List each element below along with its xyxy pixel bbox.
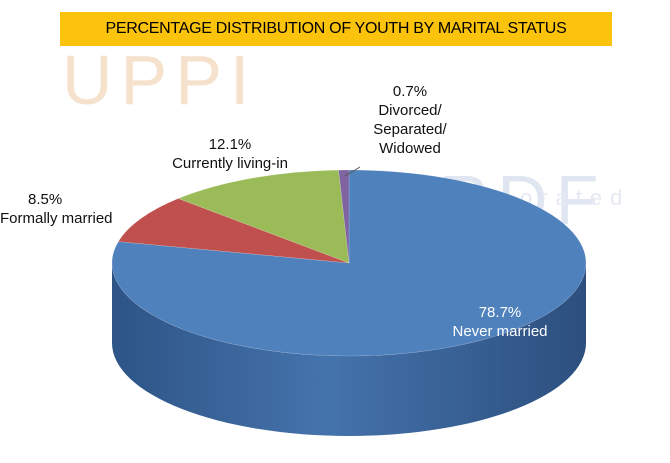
value-label: 12.1% [208, 136, 252, 153]
slice-label: 8.5% Formally married [0, 190, 150, 228]
pie-slice [111, 169, 587, 357]
watermark: UPPI [62, 41, 258, 119]
value-label: 8.5% [28, 191, 63, 208]
category-label: Formally married [0, 210, 113, 227]
pie-slice [177, 169, 350, 264]
value-label: 0.7% [392, 83, 428, 100]
slice-label: 0.7% Divorced/ Separated/ Widowed [362, 82, 458, 158]
category-label: Never married [452, 323, 548, 340]
leader-line [344, 166, 361, 177]
chart-title: PERCENTAGE DISTRIBUTION OF YOUTH BY MARI… [60, 12, 612, 46]
category-label: Divorced/ Separated/ Widowed [373, 102, 447, 157]
pie-side [112, 263, 586, 436]
slice-label: 12.1% Currently living-in [155, 135, 305, 173]
pie-slice [338, 169, 350, 264]
watermark: orated [520, 185, 631, 210]
value-label: 78.7% [478, 304, 522, 321]
category-label: Currently living-in [172, 155, 288, 172]
slice-label: 78.7% Never married [440, 303, 560, 341]
pie-slice [117, 198, 350, 264]
